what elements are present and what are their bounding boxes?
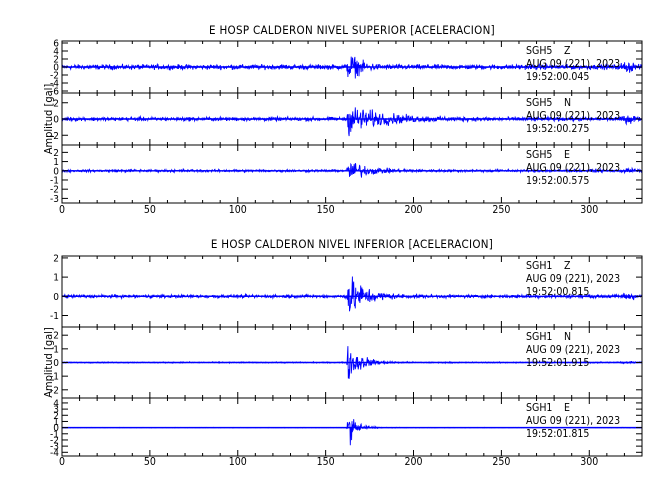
station-component: N	[564, 97, 571, 109]
y-tick-label: -3	[50, 442, 59, 453]
y-tick-label: -2	[50, 385, 59, 396]
y-tick-label: 2	[53, 411, 59, 422]
x-tick-label: 50	[144, 204, 156, 216]
record-time: 19:52:00.275	[526, 123, 589, 135]
station-code: SGH1	[526, 260, 552, 272]
x-tick-label: 0	[59, 456, 65, 468]
record-date: AUG 09 (221), 2023	[526, 162, 620, 174]
y-axis-label: Amplitud [gal]	[42, 84, 55, 155]
y-tick-label: 0	[53, 63, 59, 74]
x-tick-label: 150	[317, 456, 335, 468]
station-code: SGH5	[526, 45, 552, 57]
y-tick-label: 0	[53, 115, 59, 126]
y-tick-label: 1	[53, 344, 59, 355]
station-code: SGH5	[526, 97, 552, 109]
station-code: SGH1	[526, 402, 552, 414]
record-time: 19:52:01.915	[526, 357, 589, 369]
chart-upper-level: E HOSP CALDERON NIVEL SUPERIOR [ACELERAC…	[42, 23, 643, 216]
y-tick-label: -2	[50, 435, 59, 446]
x-tick-label: 300	[580, 204, 598, 216]
x-tick-label: 0	[59, 204, 65, 216]
y-tick-label: 6	[53, 39, 59, 50]
record-date: AUG 09 (221), 2023	[526, 344, 620, 356]
record-time: 19:52:00.045	[526, 71, 589, 83]
y-tick-label: -2	[50, 185, 59, 196]
x-tick-label: 100	[229, 204, 247, 216]
y-tick-label: 1	[53, 157, 59, 168]
record-date: AUG 09 (221), 2023	[526, 273, 620, 285]
chart-title: E HOSP CALDERON NIVEL INFERIOR [ACELERAC…	[211, 237, 493, 251]
station-component: E	[564, 149, 570, 161]
chart-title: E HOSP CALDERON NIVEL SUPERIOR [ACELERAC…	[209, 23, 495, 37]
panel-frame	[61, 144, 643, 204]
y-axis-label: Amplitud [gal]	[42, 327, 55, 398]
x-tick-label: 250	[492, 456, 510, 468]
y-tick-label: -1	[50, 429, 59, 440]
y-tick-label: 0	[53, 423, 59, 434]
y-tick-label: -3	[50, 194, 59, 205]
y-tick-label: -4	[50, 448, 59, 459]
y-tick-label: 0	[53, 358, 59, 369]
y-tick-label: 2	[53, 331, 59, 342]
station-component: E	[564, 402, 570, 414]
x-tick-label: 300	[580, 456, 598, 468]
record-date: AUG 09 (221), 2023	[526, 415, 620, 427]
x-tick-label: 200	[404, 204, 422, 216]
record-date: AUG 09 (221), 2023	[526, 58, 620, 70]
y-tick-label: 4	[53, 47, 59, 58]
station-component: N	[564, 331, 571, 343]
y-tick-label: 4	[53, 398, 59, 409]
y-tick-label: 1	[53, 273, 59, 284]
y-tick-label: -1	[50, 175, 59, 186]
record-time: 19:52:00.575	[526, 175, 589, 187]
y-tick-label: -1	[50, 311, 59, 322]
y-tick-label: -4	[50, 79, 59, 90]
y-tick-label: -6	[50, 87, 59, 98]
station-component: Z	[564, 45, 571, 57]
panel-frame	[61, 397, 643, 457]
x-tick-label: 50	[144, 456, 156, 468]
y-tick-label: -2	[50, 71, 59, 82]
chart-lower-level: E HOSP CALDERON NIVEL INFERIOR [ACELERAC…	[42, 237, 643, 468]
y-tick-label: 1	[53, 417, 59, 428]
y-tick-label: -1	[50, 372, 59, 383]
station-code: SGH5	[526, 149, 552, 161]
waveform-trace	[62, 56, 642, 79]
station-component: Z	[564, 260, 571, 272]
y-tick-label: 0	[53, 292, 59, 303]
y-tick-label: 2	[53, 98, 59, 109]
x-tick-label: 150	[317, 204, 335, 216]
y-tick-label: 2	[53, 148, 59, 159]
y-tick-label: -2	[50, 131, 59, 142]
record-time: 19:52:01.815	[526, 428, 589, 440]
y-tick-label: 3	[53, 405, 59, 416]
record-date: AUG 09 (221), 2023	[526, 110, 620, 122]
station-code: SGH1	[526, 331, 552, 343]
x-tick-label: 200	[404, 456, 422, 468]
x-tick-label: 250	[492, 204, 510, 216]
x-tick-label: 100	[229, 456, 247, 468]
y-tick-label: 2	[53, 55, 59, 66]
y-tick-label: 2	[53, 253, 59, 264]
y-tick-label: 0	[53, 166, 59, 177]
record-time: 19:52:00.815	[526, 286, 589, 298]
